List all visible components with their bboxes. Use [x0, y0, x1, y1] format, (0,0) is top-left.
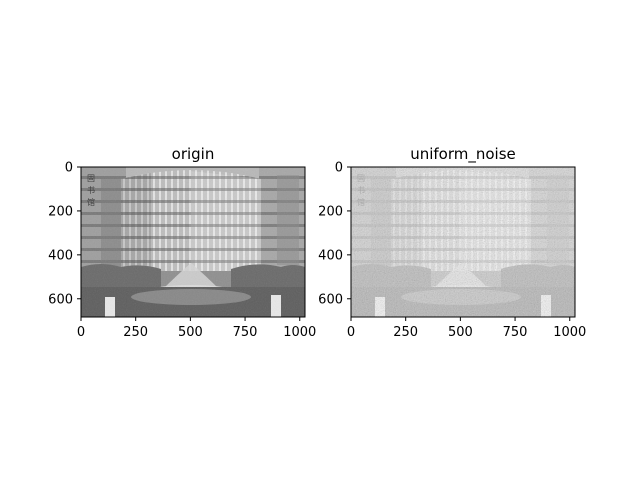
x-tick-label: 500	[178, 325, 203, 340]
x-tick-label: 500	[448, 325, 473, 340]
axes-frame	[350, 166, 576, 318]
axes-frame	[80, 166, 306, 318]
panel-title: uniform_noise	[410, 145, 516, 164]
image-panel-1: origin 0 250 500 750 1000 0 200 400 600	[48, 145, 316, 340]
y-tick-label: 0	[65, 161, 73, 176]
y-tick-label: 0	[335, 161, 343, 176]
panel-title: origin	[172, 145, 215, 163]
y-tick-label: 600	[318, 292, 343, 307]
y-tick-label: 400	[318, 248, 343, 263]
x-tick-label: 250	[123, 325, 148, 340]
x-tick-label: 0	[77, 325, 85, 340]
y-tick-label: 600	[48, 292, 73, 307]
image-panel-2: uniform_noise 0 250 500 750 1000 0 200 400 600	[318, 145, 586, 340]
x-tick-label: 1000	[283, 325, 316, 340]
x-tick-label: 750	[233, 325, 258, 340]
y-tick-label: 400	[48, 248, 73, 263]
x-tick-label: 1000	[553, 325, 586, 340]
x-tick-label: 750	[503, 325, 528, 340]
x-tick-label: 250	[393, 325, 418, 340]
y-tick-label: 200	[48, 204, 73, 219]
x-tick-label: 0	[347, 325, 355, 340]
image-content	[81, 167, 305, 317]
y-tick-label: 200	[318, 204, 343, 219]
image-content	[351, 167, 575, 317]
